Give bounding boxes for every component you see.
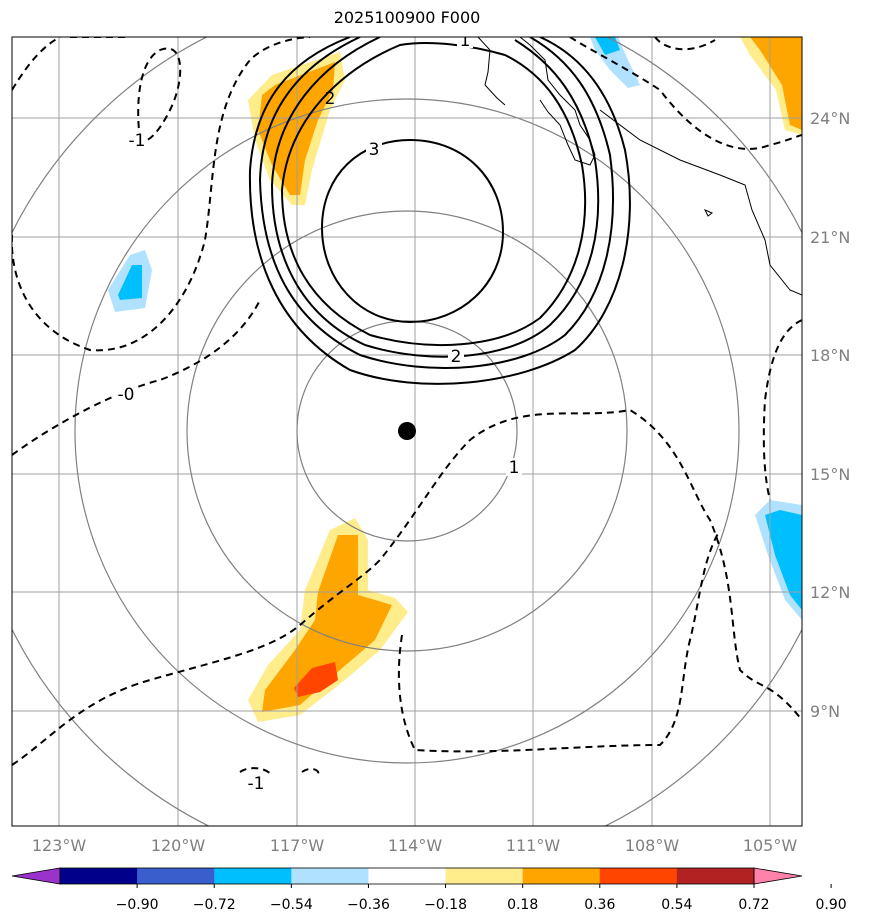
longitude-labels: 123°W 120°W 117°W 114°W 111°W 108°W 105°… (32, 836, 798, 855)
contour-label-solid-3: 3 (369, 140, 380, 160)
anomaly-shading (108, 37, 802, 722)
positive-anomaly-northeast-core (750, 37, 802, 130)
colorbar-segment (214, 868, 292, 884)
contour-label-dashed-neg1b: -1 (129, 131, 146, 151)
contour-label-dashed-0: -0 (118, 385, 135, 405)
lon-label: 114°W (388, 836, 443, 855)
lon-label: 120°W (151, 836, 206, 855)
colorbar-segment (368, 868, 447, 884)
contour-labels: 1 2 3 2 -0 1 -1 -1 (115, 31, 522, 794)
colorbar: −0.90 −0.72 −0.54 −0.36 −0.18 0.18 0.36 0.54 0.7… (11, 867, 847, 913)
colorbar-segment (522, 868, 601, 884)
colorbar-segment (60, 868, 138, 884)
negative-anomaly-east-core (765, 510, 802, 610)
lat-label: 9°N (810, 702, 840, 721)
colorbar-segment (445, 868, 524, 884)
lon-label: 108°W (625, 836, 680, 855)
contour-label-dashed-neg1: -1 (248, 774, 265, 794)
contour-label-solid-2b: 2 (451, 347, 462, 367)
colorbar-tick-label: −0.72 (193, 897, 236, 913)
lon-label: 117°W (270, 836, 325, 855)
lat-label: 24°N (810, 109, 850, 128)
colorbar-tick-label: 0.18 (507, 897, 538, 913)
negative-anomaly-west-core (118, 265, 142, 300)
lat-label: 12°N (810, 583, 850, 602)
latitude-labels: 24°N 21°N 18°N 15°N 12°N 9°N (810, 109, 850, 721)
graticule (12, 37, 802, 826)
contour-label-dashed-1: 1 (509, 458, 520, 478)
solid-contours (248, 37, 631, 385)
contour-label-solid-1: 1 (460, 31, 471, 51)
map-area: 1 2 3 2 -0 1 -1 -1 (12, 31, 802, 826)
range-rings (12, 37, 802, 826)
colorbar-segment (599, 868, 678, 884)
lon-label: 123°W (32, 836, 87, 855)
colorbar-segment (676, 868, 755, 884)
map-frame (11, 36, 803, 827)
positive-anomaly-south-core (262, 535, 392, 712)
positive-anomaly-south-peak (294, 662, 338, 697)
dashed-contours (12, 37, 802, 777)
storm-center-marker (398, 422, 416, 440)
colorbar-tick-label: 0.36 (584, 897, 615, 913)
colorbar-extend-low (11, 867, 61, 885)
colorbar-tick-label: 0.72 (738, 897, 769, 913)
lat-label: 21°N (810, 228, 850, 247)
colorbar-tick-label: −0.36 (347, 897, 390, 913)
colorbar-outline (59, 867, 755, 885)
colorbar-segment (291, 868, 369, 884)
lat-label: 15°N (810, 465, 850, 484)
coastline (477, 37, 802, 296)
negative-anomaly-top-core (595, 37, 620, 55)
colorbar-tick-label: −0.54 (270, 897, 313, 913)
lon-label: 105°W (743, 836, 798, 855)
colorbar-segment (137, 868, 215, 884)
chart-title: 2025100900 F000 (333, 8, 481, 27)
colorbar-extend-high (753, 867, 803, 885)
colorbar-tick-label: 0.54 (661, 897, 692, 913)
colorbar-tick-label: −0.90 (116, 897, 159, 913)
lat-label: 18°N (810, 346, 850, 365)
colorbar-tick-label: −0.18 (424, 897, 467, 913)
contour-label-solid-2: 2 (325, 89, 336, 109)
colorbar-tick-label: 0.90 (816, 897, 847, 913)
lon-label: 111°W (506, 836, 561, 855)
